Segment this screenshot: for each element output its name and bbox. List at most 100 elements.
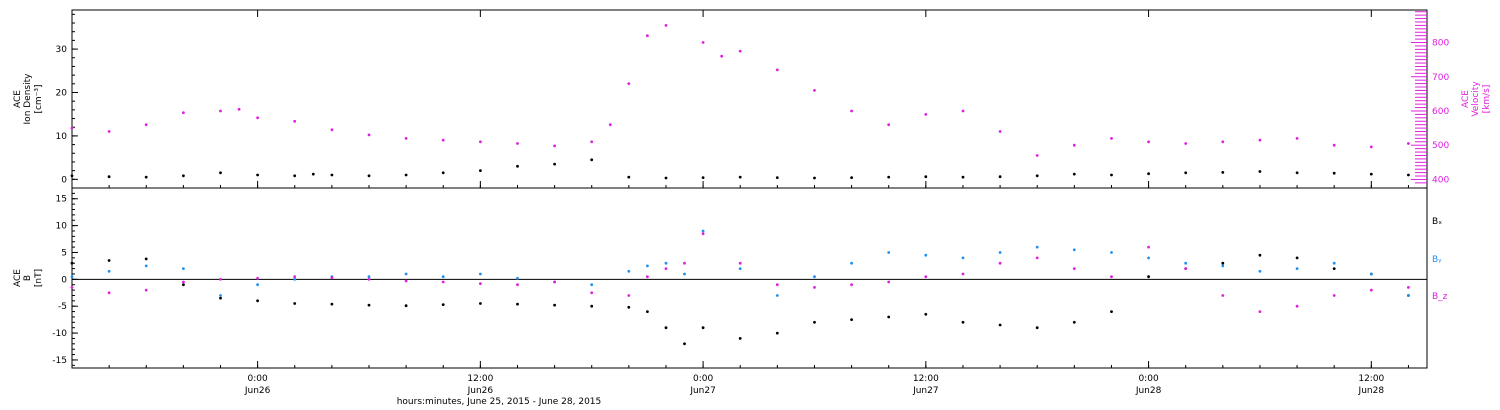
by-point: [1072, 248, 1076, 252]
by-point: [219, 294, 222, 297]
by-point: [627, 269, 631, 273]
velocity-point: [367, 133, 371, 137]
bz-point: [627, 294, 631, 297]
velocity-point: [182, 111, 185, 115]
velocity-point: [1369, 145, 1373, 149]
x-tick-label-date: Jun26: [244, 386, 271, 396]
bz-point: [1147, 245, 1150, 249]
velocity-point: [720, 54, 724, 58]
bx-point: [1035, 326, 1039, 330]
bz-point: [516, 283, 519, 287]
by-point: [107, 269, 111, 273]
bx-point: [998, 323, 1002, 327]
bx-point: [1147, 275, 1150, 279]
bottom-left-tick-label: -15: [52, 356, 67, 366]
by-point: [1369, 272, 1373, 276]
x-axis-label: hours:minutes, June 25, 2015 - June 28, …: [397, 397, 602, 407]
bz-point: [144, 288, 148, 292]
legend-by: Bᵧ: [1432, 255, 1442, 265]
bz-point: [293, 275, 297, 279]
density-point: [1110, 173, 1113, 177]
bz-point: [683, 261, 686, 265]
velocity-point: [330, 128, 334, 132]
by-point: [367, 275, 371, 279]
density-point: [1072, 172, 1076, 176]
top-panel-points: [70, 24, 1410, 180]
bz-point: [1110, 275, 1113, 279]
bz-point: [813, 286, 816, 289]
bx-point: [1110, 310, 1113, 313]
density-point: [441, 171, 445, 175]
bz-point: [775, 283, 779, 287]
top-right-tick-label: 500: [1432, 141, 1449, 151]
bx-point: [1295, 256, 1299, 260]
bx-point: [219, 296, 222, 300]
by-point: [775, 294, 779, 297]
legend-bx: Bₓ: [1432, 217, 1442, 227]
density-point: [850, 176, 853, 180]
bx-point: [850, 318, 853, 321]
bx-point: [1221, 261, 1225, 265]
bottom-panel-points: [70, 229, 1410, 346]
density-point: [70, 174, 74, 178]
bx-point: [256, 299, 259, 303]
bottom-left-tick-label: 10: [56, 222, 68, 232]
by-point: [256, 283, 259, 287]
bottom-left-tick-label: 5: [61, 248, 67, 258]
bx-point: [367, 303, 371, 307]
bx-point: [553, 303, 556, 307]
bx-point: [590, 304, 594, 308]
x-tick-label-time: 0:00: [693, 374, 713, 384]
x-tick-label-date: Jun27: [912, 386, 939, 396]
velocity-point: [1221, 140, 1225, 144]
top-left-tick-label: 30: [56, 45, 68, 55]
density-point: [664, 176, 668, 180]
density-point: [775, 176, 779, 180]
top-right-tick-label: 600: [1432, 107, 1449, 117]
by-point: [664, 261, 668, 265]
bz-point: [256, 276, 259, 280]
bz-point: [701, 232, 705, 236]
bz-point: [367, 277, 371, 281]
velocity-point: [1035, 154, 1039, 157]
bz-point: [1072, 267, 1076, 270]
density-point: [887, 175, 891, 179]
velocity-point: [1184, 142, 1188, 145]
density-point: [1332, 171, 1336, 175]
x-tick-label-date: Jun27: [689, 386, 716, 396]
density-point: [516, 164, 519, 168]
bx-point: [1332, 267, 1336, 270]
bottom-left-y-axis: -15 -10 -5 0 5 10 15: [52, 192, 78, 366]
by-point: [1295, 267, 1299, 270]
velocity-point: [775, 68, 779, 72]
bz-point: [1369, 288, 1373, 292]
by-point: [646, 264, 649, 268]
density-point: [367, 174, 371, 178]
density-point: [738, 175, 742, 179]
density-point: [627, 175, 631, 179]
by-point: [1184, 261, 1188, 265]
bz-point: [404, 279, 408, 283]
bx-point: [664, 326, 668, 330]
top-left-tick-label: 20: [56, 88, 68, 98]
density-point: [1035, 174, 1039, 178]
density-point: [107, 175, 111, 179]
density-point: [219, 171, 222, 175]
x-tick-label-date: Jun26: [467, 386, 494, 396]
bz-point: [961, 272, 965, 276]
velocity-point: [441, 138, 445, 142]
by-point: [144, 264, 148, 268]
top-left-y-axis: 0 10 20 30: [56, 13, 78, 185]
bz-point: [441, 280, 445, 284]
density-point: [1258, 170, 1262, 173]
bx-point: [479, 302, 482, 305]
by-point: [738, 267, 742, 270]
density-point: [1369, 172, 1373, 176]
bz-point: [998, 261, 1002, 265]
velocity-point: [107, 130, 111, 133]
bottom-left-ylabel-line2: B: [23, 275, 33, 281]
by-point: [1035, 245, 1039, 249]
by-point: [441, 275, 445, 279]
bz-point: [1407, 286, 1410, 289]
bx-point: [924, 312, 928, 316]
